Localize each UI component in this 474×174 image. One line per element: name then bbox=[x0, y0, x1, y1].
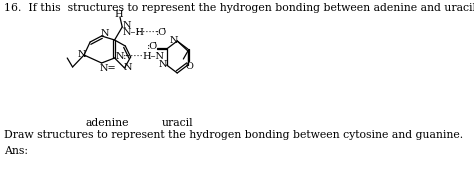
Text: ······: ······ bbox=[125, 52, 143, 61]
Text: N: N bbox=[124, 63, 132, 72]
Text: N: N bbox=[78, 50, 86, 59]
Text: N: N bbox=[159, 60, 167, 69]
Text: 16.  If this  structures to represent the hydrogen bonding between adenine and u: 16. If this structures to represent the … bbox=[4, 3, 474, 13]
Text: ·: · bbox=[82, 51, 86, 64]
Text: H–N: H–N bbox=[143, 52, 165, 61]
Text: N=: N= bbox=[100, 64, 117, 73]
Text: adenine: adenine bbox=[85, 118, 129, 128]
Text: ·······: ······· bbox=[136, 28, 158, 37]
Text: O: O bbox=[185, 62, 193, 71]
Text: N: N bbox=[101, 29, 109, 38]
Text: Draw structures to represent the hydrogen bonding between cytosine and guanine.: Draw structures to represent the hydroge… bbox=[4, 130, 463, 140]
Text: H: H bbox=[115, 10, 124, 19]
Text: N: N bbox=[170, 36, 178, 45]
Text: uracil: uracil bbox=[162, 118, 193, 128]
Text: N: N bbox=[123, 21, 131, 30]
Text: N:: N: bbox=[115, 52, 127, 61]
Text: :Ö: :Ö bbox=[156, 28, 167, 37]
Text: :Ö: :Ö bbox=[147, 42, 158, 51]
Text: Ans:: Ans: bbox=[4, 146, 28, 156]
Text: N–H: N–H bbox=[123, 28, 145, 37]
